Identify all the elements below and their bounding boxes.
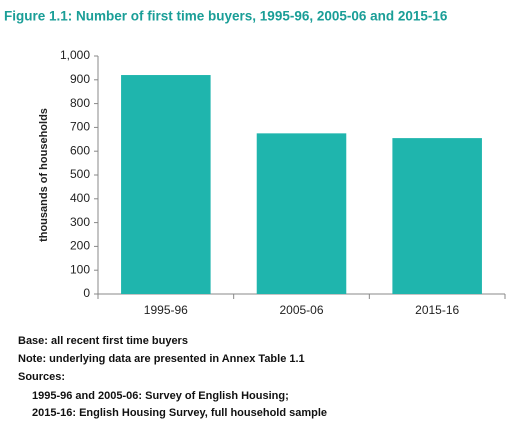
note: Base: all recent first time buyers — [18, 335, 188, 347]
y-tick-label: 0 — [83, 286, 90, 300]
y-tick-label: 700 — [70, 120, 90, 134]
y-tick-label: 900 — [70, 72, 90, 86]
bar — [392, 138, 482, 294]
y-tick-label: 300 — [70, 215, 90, 229]
y-tick-label: 500 — [70, 167, 90, 181]
y-axis-title: thousands of households — [38, 108, 50, 242]
x-tick-label: 1995-96 — [144, 303, 188, 317]
y-tick-label: 1,000 — [60, 48, 90, 62]
bar — [121, 75, 211, 294]
y-tick-label: 800 — [70, 96, 90, 110]
x-tick-label: 2005-06 — [279, 303, 323, 317]
x-tick-label: 2015-16 — [415, 303, 459, 317]
note: Note: underlying data are presented in A… — [18, 353, 305, 365]
chart-title: Figure 1.1: Number of first time buyers,… — [4, 9, 448, 24]
bar — [256, 133, 347, 294]
note: Sources: — [18, 371, 65, 383]
y-tick-label: 200 — [70, 239, 90, 253]
note: 2015-16: English Housing Survey, full ho… — [32, 407, 327, 419]
y-tick-label: 100 — [70, 262, 90, 276]
note: 1995-96 and 2005-06: Survey of English H… — [32, 390, 289, 402]
y-tick-label: 400 — [70, 191, 90, 205]
y-tick-label: 600 — [70, 143, 90, 157]
